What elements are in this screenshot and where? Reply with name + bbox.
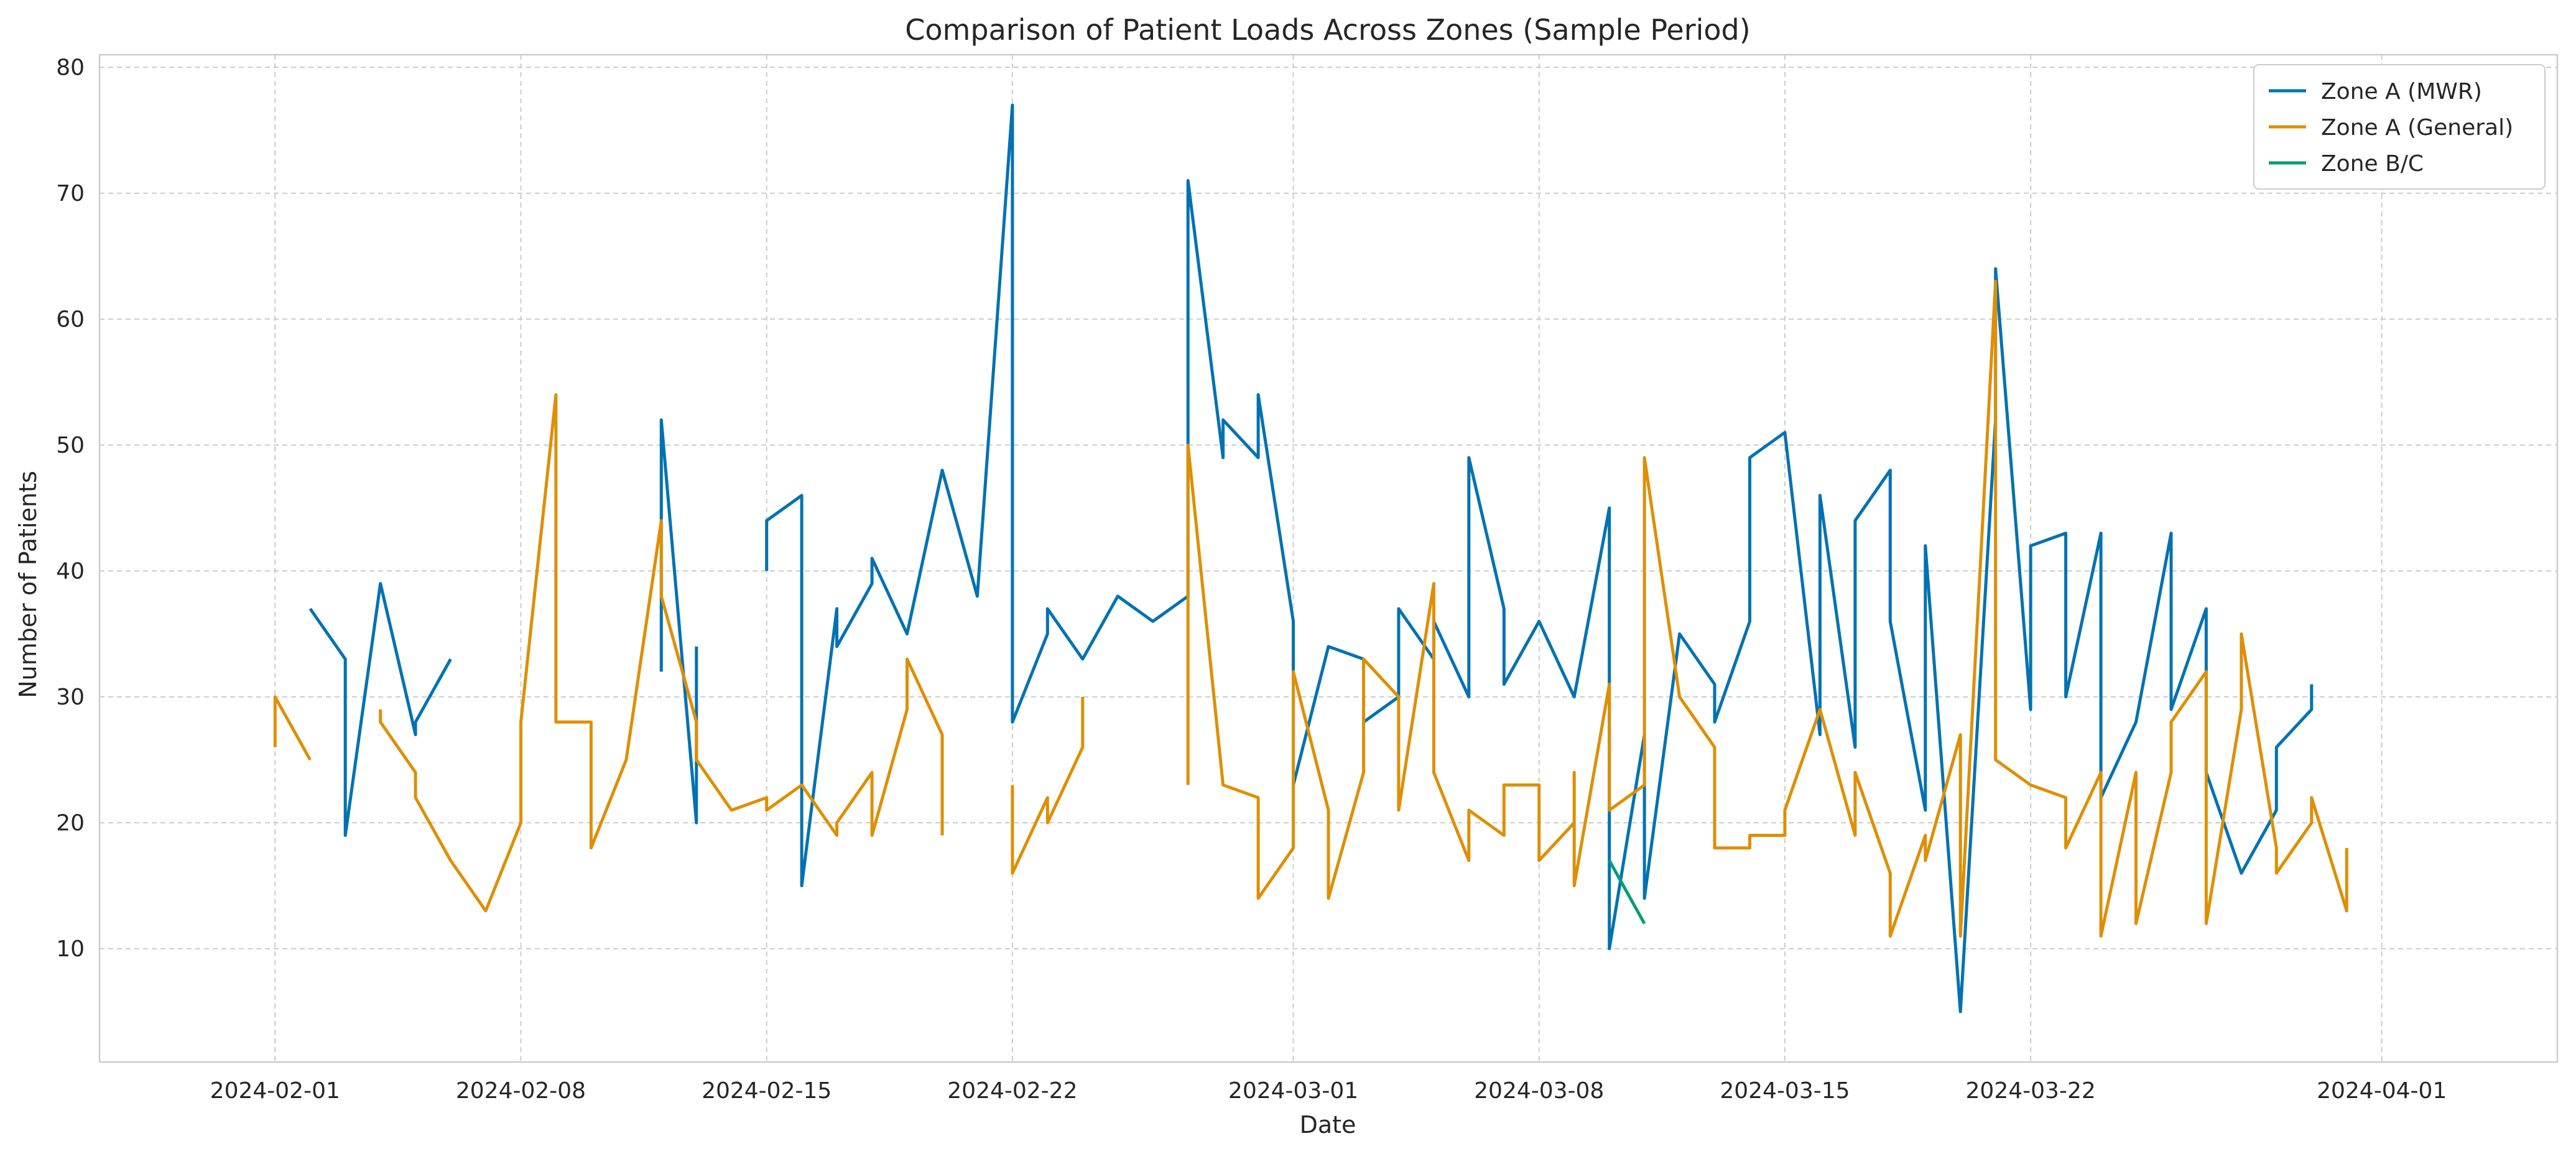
y-axis-tick-labels: 10 20 30 40 50 60 70 80 [56, 55, 85, 962]
series-line-segment [308, 582, 452, 837]
series-line-segment [273, 695, 312, 761]
series-2 [273, 280, 2348, 938]
x-tick-label: 2024-04-01 [2317, 1078, 2447, 1104]
series-line-segment [765, 103, 2314, 1014]
series-line-segment [1186, 280, 2348, 938]
y-tick-label: 40 [56, 558, 85, 584]
series-lines [273, 103, 2348, 1014]
x-axis-label: Date [1300, 1111, 1356, 1138]
x-tick-label: 2024-02-15 [702, 1078, 832, 1104]
series-line-segment [1011, 696, 1085, 875]
x-tick-label: 2024-03-08 [1474, 1078, 1604, 1104]
legend-label: Zone B/C [2321, 151, 2424, 177]
legend: Zone A (MWR) Zone A (General) Zone B/C [2253, 64, 2546, 190]
y-tick-label: 30 [56, 685, 85, 710]
y-tick-label: 70 [56, 181, 85, 206]
x-tick-label: 2024-02-01 [210, 1078, 340, 1104]
x-axis-tick-labels: 2024-02-01 2024-02-08 2024-02-15 2024-02-22… [210, 1078, 2447, 1104]
y-axis-label: Number of Patients [14, 471, 42, 698]
series-line-segment [379, 393, 944, 913]
y-tick-label: 20 [56, 810, 85, 836]
legend-label: Zone A (MWR) [2321, 79, 2482, 104]
legend-label: Zone A (General) [2321, 115, 2513, 141]
chart-title: Comparison of Patient Loads Across Zones… [905, 13, 1750, 47]
y-tick-label: 60 [56, 307, 85, 332]
legend-frame [2253, 64, 2546, 190]
x-tick-label: 2024-03-22 [1966, 1078, 2096, 1104]
y-tick-label: 50 [56, 433, 85, 458]
x-tick-label: 2024-03-01 [1228, 1078, 1358, 1104]
x-tick-label: 2024-02-22 [947, 1078, 1077, 1104]
x-tick-label: 2024-02-08 [456, 1078, 586, 1104]
plot-area-frame [98, 53, 2559, 1063]
x-tick-label: 2024-03-15 [1720, 1078, 1850, 1104]
series-line-segment [1608, 859, 1646, 925]
y-tick-label: 80 [56, 55, 85, 80]
y-tick-label: 10 [56, 936, 85, 962]
series-3 [1608, 859, 1646, 925]
